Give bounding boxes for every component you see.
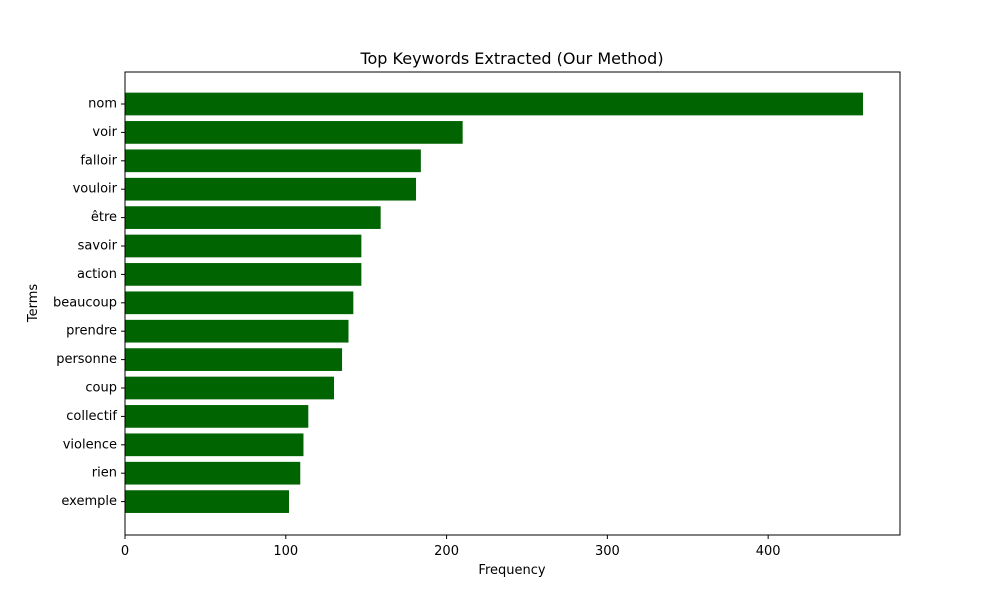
bar-7 (125, 291, 354, 315)
bar-2 (125, 149, 421, 173)
y-tick-label: collectif (66, 409, 117, 424)
bar-5 (125, 234, 362, 258)
x-tick-label: 0 (121, 544, 129, 559)
bar-4 (125, 206, 381, 229)
x-tick-label: 100 (273, 544, 298, 559)
y-axis: nom voir falloir vouloir être savoir action bea… (53, 97, 125, 509)
y-tick-label: action (77, 267, 117, 282)
y-tick-label: nom (88, 97, 117, 112)
bar-11 (125, 405, 309, 428)
y-tick-label: rien (92, 466, 117, 481)
x-tick-label: 300 (595, 544, 620, 559)
bar-0 (125, 92, 864, 116)
y-tick-label: vouloir (73, 182, 118, 197)
x-tick-label: 400 (756, 544, 781, 559)
bar-6 (125, 263, 362, 286)
bar-8 (125, 319, 349, 343)
bar-14 (125, 490, 290, 513)
bar-10 (125, 376, 335, 400)
y-tick-label: falloir (80, 153, 117, 168)
chart-title: Top Keywords Extracted (Our Method) (359, 49, 663, 68)
plot-frame (124, 71, 901, 536)
bar-12 (125, 433, 304, 457)
y-tick-label: exemple (61, 494, 117, 509)
x-tick-label: 200 (434, 544, 459, 559)
bars-group (125, 92, 864, 513)
x-axis-label: Frequency (478, 563, 545, 578)
y-tick-label: personne (56, 352, 117, 367)
y-tick-label: savoir (78, 239, 118, 254)
y-tick-label: violence (63, 437, 117, 452)
y-tick-label: prendre (66, 324, 117, 339)
y-tick-label: beaucoup (53, 295, 117, 310)
bar-3 (125, 177, 417, 201)
y-tick-label: être (91, 210, 117, 225)
y-axis-label: Terms (26, 284, 41, 324)
bar-13 (125, 461, 301, 485)
y-tick-label: voir (92, 125, 117, 140)
bar-1 (125, 121, 463, 144)
x-axis: 0 100 200 300 400 (121, 535, 781, 559)
y-tick-label: coup (85, 381, 117, 396)
bar-9 (125, 348, 343, 371)
